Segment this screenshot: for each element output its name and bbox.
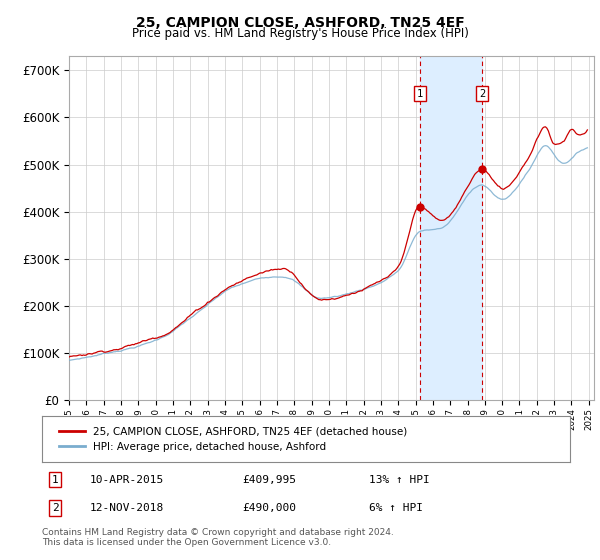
Text: 6% ↑ HPI: 6% ↑ HPI: [370, 503, 424, 513]
Text: 25, CAMPION CLOSE, ASHFORD, TN25 4EF: 25, CAMPION CLOSE, ASHFORD, TN25 4EF: [136, 16, 464, 30]
Text: 10-APR-2015: 10-APR-2015: [89, 475, 164, 484]
Text: Price paid vs. HM Land Registry's House Price Index (HPI): Price paid vs. HM Land Registry's House …: [131, 27, 469, 40]
Text: 13% ↑ HPI: 13% ↑ HPI: [370, 475, 430, 484]
Text: £409,995: £409,995: [242, 475, 296, 484]
Text: £490,000: £490,000: [242, 503, 296, 513]
Legend: 25, CAMPION CLOSE, ASHFORD, TN25 4EF (detached house), HPI: Average price, detac: 25, CAMPION CLOSE, ASHFORD, TN25 4EF (de…: [52, 420, 413, 458]
Text: 1: 1: [417, 88, 423, 99]
Text: 2: 2: [52, 503, 59, 513]
Bar: [420, 56, 482, 400]
Text: Contains HM Land Registry data © Crown copyright and database right 2024.
This d: Contains HM Land Registry data © Crown c…: [42, 528, 394, 547]
Text: 1: 1: [52, 475, 59, 484]
Text: 2: 2: [479, 88, 485, 99]
Text: 12-NOV-2018: 12-NOV-2018: [89, 503, 164, 513]
